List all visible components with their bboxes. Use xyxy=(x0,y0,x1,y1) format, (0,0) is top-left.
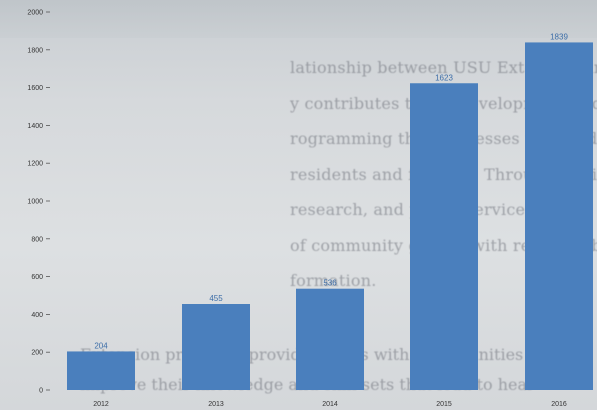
document-top-band xyxy=(0,0,597,38)
y-tick-label: 1600 xyxy=(27,85,43,92)
y-tick-label: 0 xyxy=(39,388,43,395)
y-tick-label: 800 xyxy=(31,236,43,243)
y-tick-label: 1800 xyxy=(27,47,43,54)
bar xyxy=(525,42,593,390)
x-tick-label: 2012 xyxy=(93,401,109,408)
bar-value-label: 1623 xyxy=(435,73,453,82)
y-tick-label: 1000 xyxy=(27,199,43,206)
bar xyxy=(296,288,364,390)
bar xyxy=(410,83,478,391)
x-tick-label: 2014 xyxy=(322,401,338,408)
y-tick-label: 400 xyxy=(31,312,43,319)
y-tick-label: 1400 xyxy=(27,123,43,130)
bar-value-label: 455 xyxy=(209,294,223,303)
y-tick-label: 600 xyxy=(31,274,43,281)
y-tick-label: 2000 xyxy=(27,10,43,17)
x-tick-label: 2015 xyxy=(436,401,452,408)
bar-value-label: 204 xyxy=(94,341,108,350)
y-tick-label: 1200 xyxy=(27,161,43,168)
y-tick-label: 200 xyxy=(31,350,43,357)
bar-value-label: 1839 xyxy=(550,32,568,41)
bar xyxy=(67,351,135,390)
x-tick-label: 2016 xyxy=(551,401,567,408)
document-text-line: formation. xyxy=(290,271,377,290)
x-tick-label: 2013 xyxy=(208,401,224,408)
document-text-line: lationship between USU Extension and San… xyxy=(290,58,597,77)
bar xyxy=(182,304,250,390)
bar-value-label: 536 xyxy=(323,279,337,288)
